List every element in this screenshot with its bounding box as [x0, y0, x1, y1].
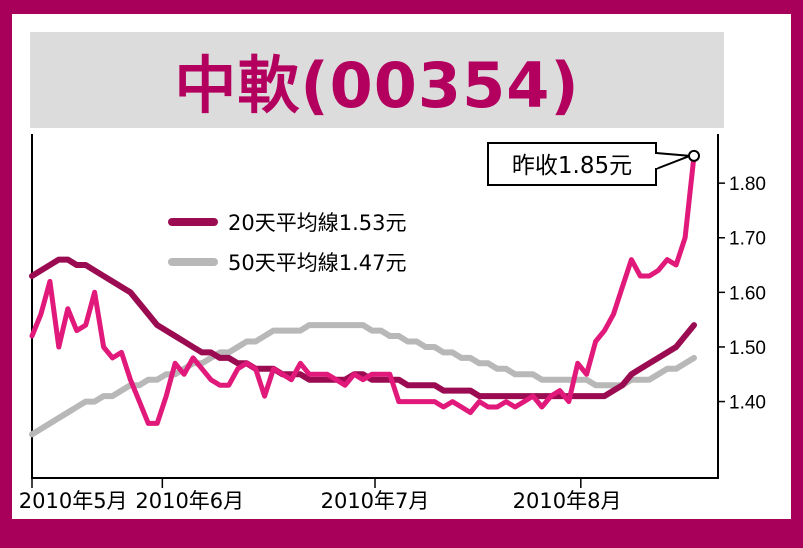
y-tick-label: 1.70 [729, 229, 766, 250]
x-tick-label: 2010年7月 [321, 489, 430, 513]
page-title: 中軟(00354) [174, 49, 580, 122]
y-tick-label: 1.50 [729, 338, 766, 359]
series-line-ma50 [29, 322, 697, 438]
x-tick-label: 2010年6月 [135, 489, 244, 513]
last-close-marker [688, 149, 700, 162]
callout-pointer [655, 152, 691, 170]
y-tick-label: 1.80 [729, 174, 766, 195]
series-line-ma20 [29, 256, 697, 400]
legend-label-ma20: 20天平均線1.53元 [228, 211, 406, 235]
callout-box [487, 142, 657, 186]
x-tick-label: 2010年8月 [513, 489, 622, 513]
y-tick-label: 1.60 [729, 283, 766, 304]
series-line-price [29, 153, 697, 426]
title-bar: 中軟(00354) [30, 32, 724, 128]
callout-label: 昨收1.85元 [512, 153, 632, 179]
legend-label-ma50: 50天平均線1.47元 [228, 251, 406, 275]
y-tick-label: 1.40 [729, 393, 766, 414]
x-tick-label: 2010年5月 [19, 489, 128, 513]
